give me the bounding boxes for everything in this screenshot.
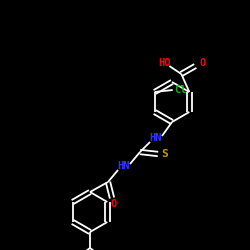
Text: HO: HO: [158, 58, 170, 68]
Text: O: O: [199, 58, 205, 68]
Text: HN: HN: [118, 161, 130, 171]
Text: S: S: [162, 149, 168, 159]
Text: HN: HN: [150, 133, 162, 143]
Text: Cl: Cl: [174, 85, 187, 95]
Text: O: O: [111, 199, 117, 209]
